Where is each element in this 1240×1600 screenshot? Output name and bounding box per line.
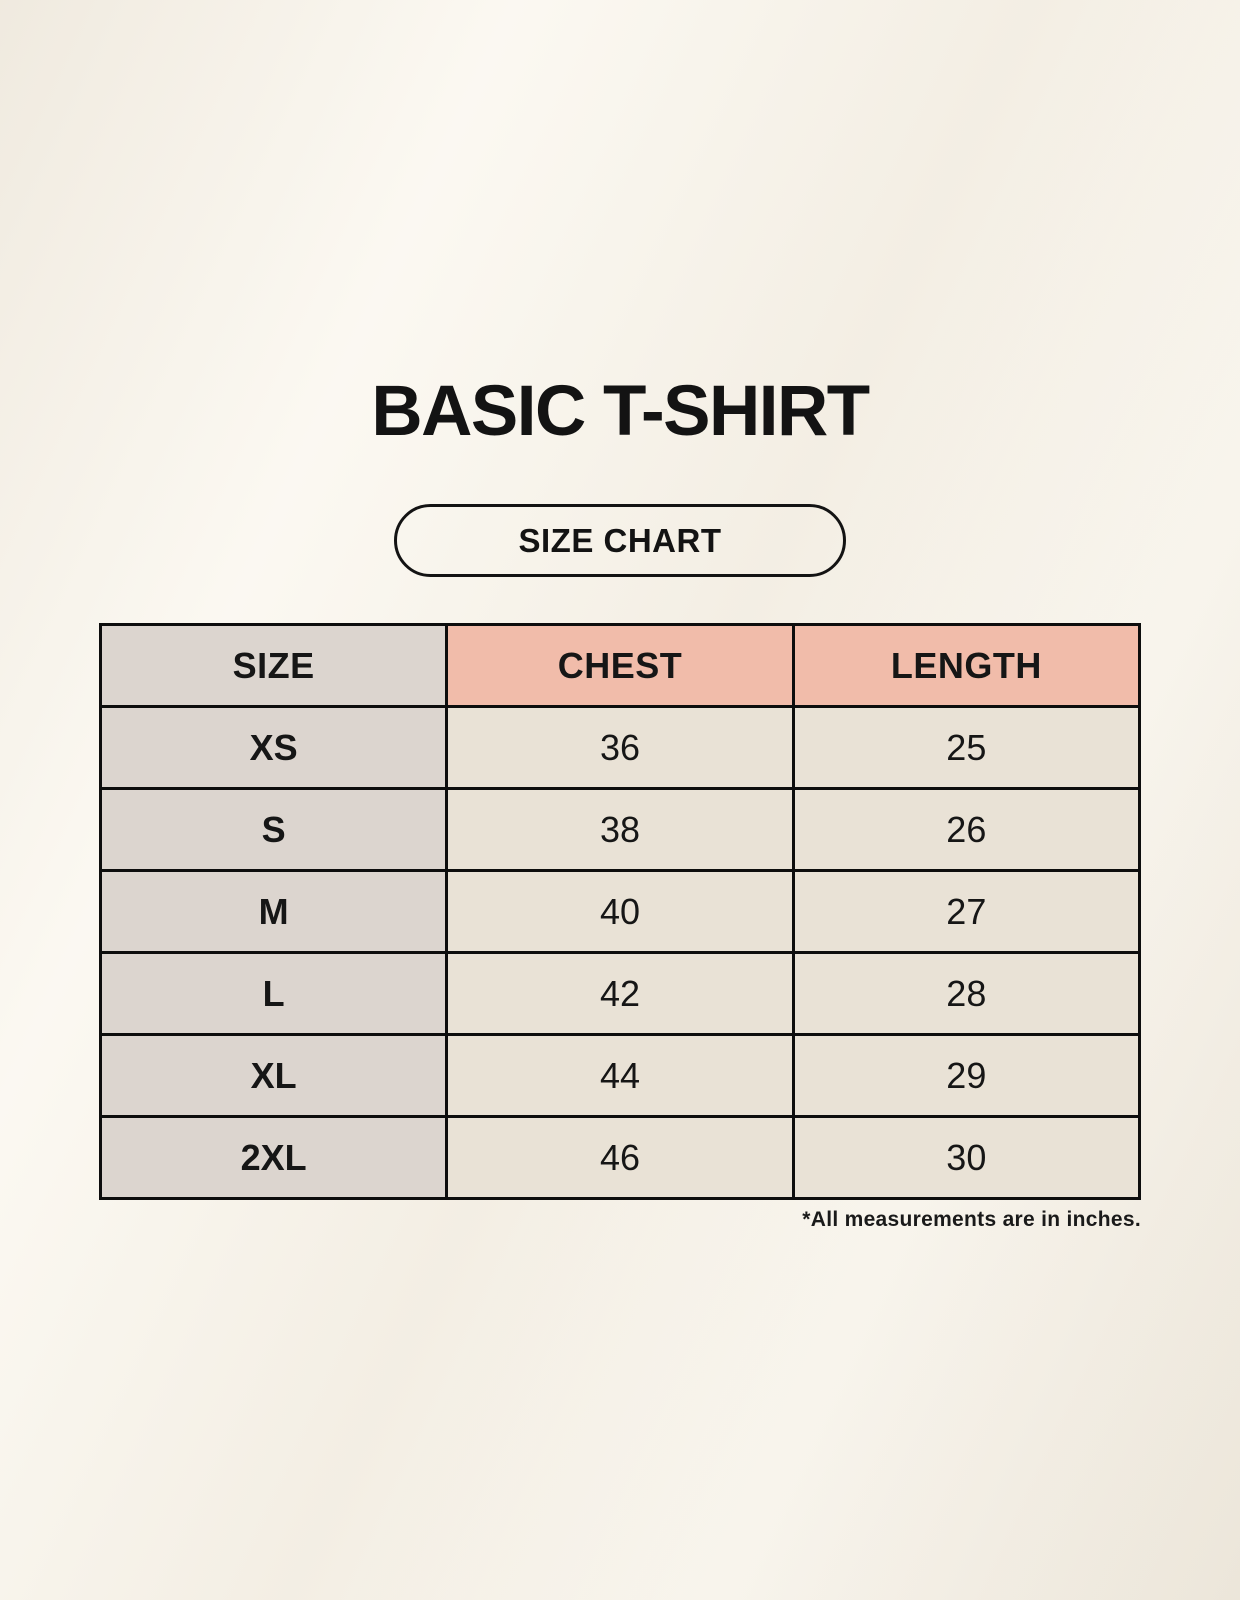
chest-cell: 40	[445, 869, 795, 954]
chest-cell: 38	[445, 787, 795, 872]
size-table: SIZE CHEST LENGTH XS 36 25 S 38 26 M 40 …	[98, 623, 1142, 1200]
table-row: S 38 26	[98, 787, 1142, 872]
size-cell: S	[98, 787, 449, 872]
product-title: BASIC T-SHIRT	[371, 372, 870, 451]
size-chart-badge-label: SIZE CHART	[518, 521, 722, 559]
size-chart-badge[interactable]: SIZE CHART	[394, 504, 846, 577]
length-cell: 30	[791, 1115, 1142, 1200]
chest-cell: 46	[445, 1115, 795, 1200]
size-cell: XL	[98, 1033, 449, 1118]
footnote-container: *All measurements are in inches.	[99, 1208, 1141, 1232]
measurement-units-footnote: *All measurements are in inches.	[802, 1208, 1141, 1231]
size-cell: M	[98, 869, 449, 954]
chest-cell: 44	[445, 1033, 795, 1118]
length-cell: 26	[791, 787, 1142, 872]
size-cell: 2XL	[98, 1115, 449, 1200]
chest-cell: 42	[445, 951, 795, 1036]
table-header-row: SIZE CHEST LENGTH	[98, 623, 1142, 708]
table-row: XL 44 29	[98, 1033, 1142, 1118]
table-row: XS 36 25	[98, 705, 1142, 790]
length-cell: 27	[791, 869, 1142, 954]
table-row: 2XL 46 30	[98, 1115, 1142, 1200]
length-cell: 29	[791, 1033, 1142, 1118]
table-row: M 40 27	[98, 869, 1142, 954]
col-header-size: SIZE	[98, 623, 449, 708]
size-cell: L	[98, 951, 449, 1036]
col-header-length: LENGTH	[791, 623, 1142, 708]
col-header-chest: CHEST	[445, 623, 795, 708]
table-row: L 42 28	[98, 951, 1142, 1036]
length-cell: 28	[791, 951, 1142, 1036]
size-cell: XS	[98, 705, 449, 790]
chest-cell: 36	[445, 705, 795, 790]
length-cell: 25	[791, 705, 1142, 790]
